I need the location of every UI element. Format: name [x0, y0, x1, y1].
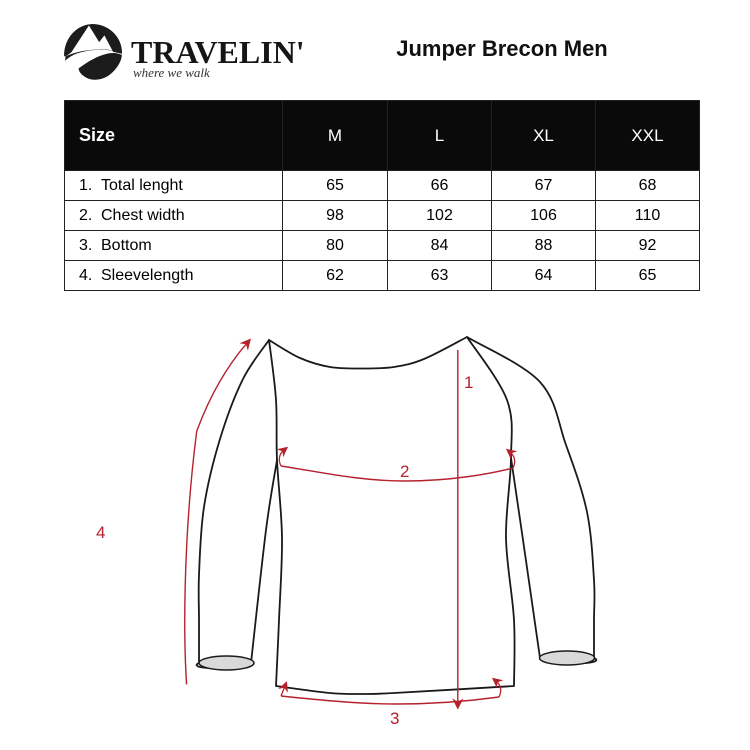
svg-text:1: 1	[464, 373, 473, 392]
svg-text:4: 4	[96, 523, 105, 542]
svg-text:2: 2	[400, 462, 409, 481]
svg-text:where we walk: where we walk	[133, 65, 210, 80]
svg-text:3: 3	[390, 709, 399, 728]
